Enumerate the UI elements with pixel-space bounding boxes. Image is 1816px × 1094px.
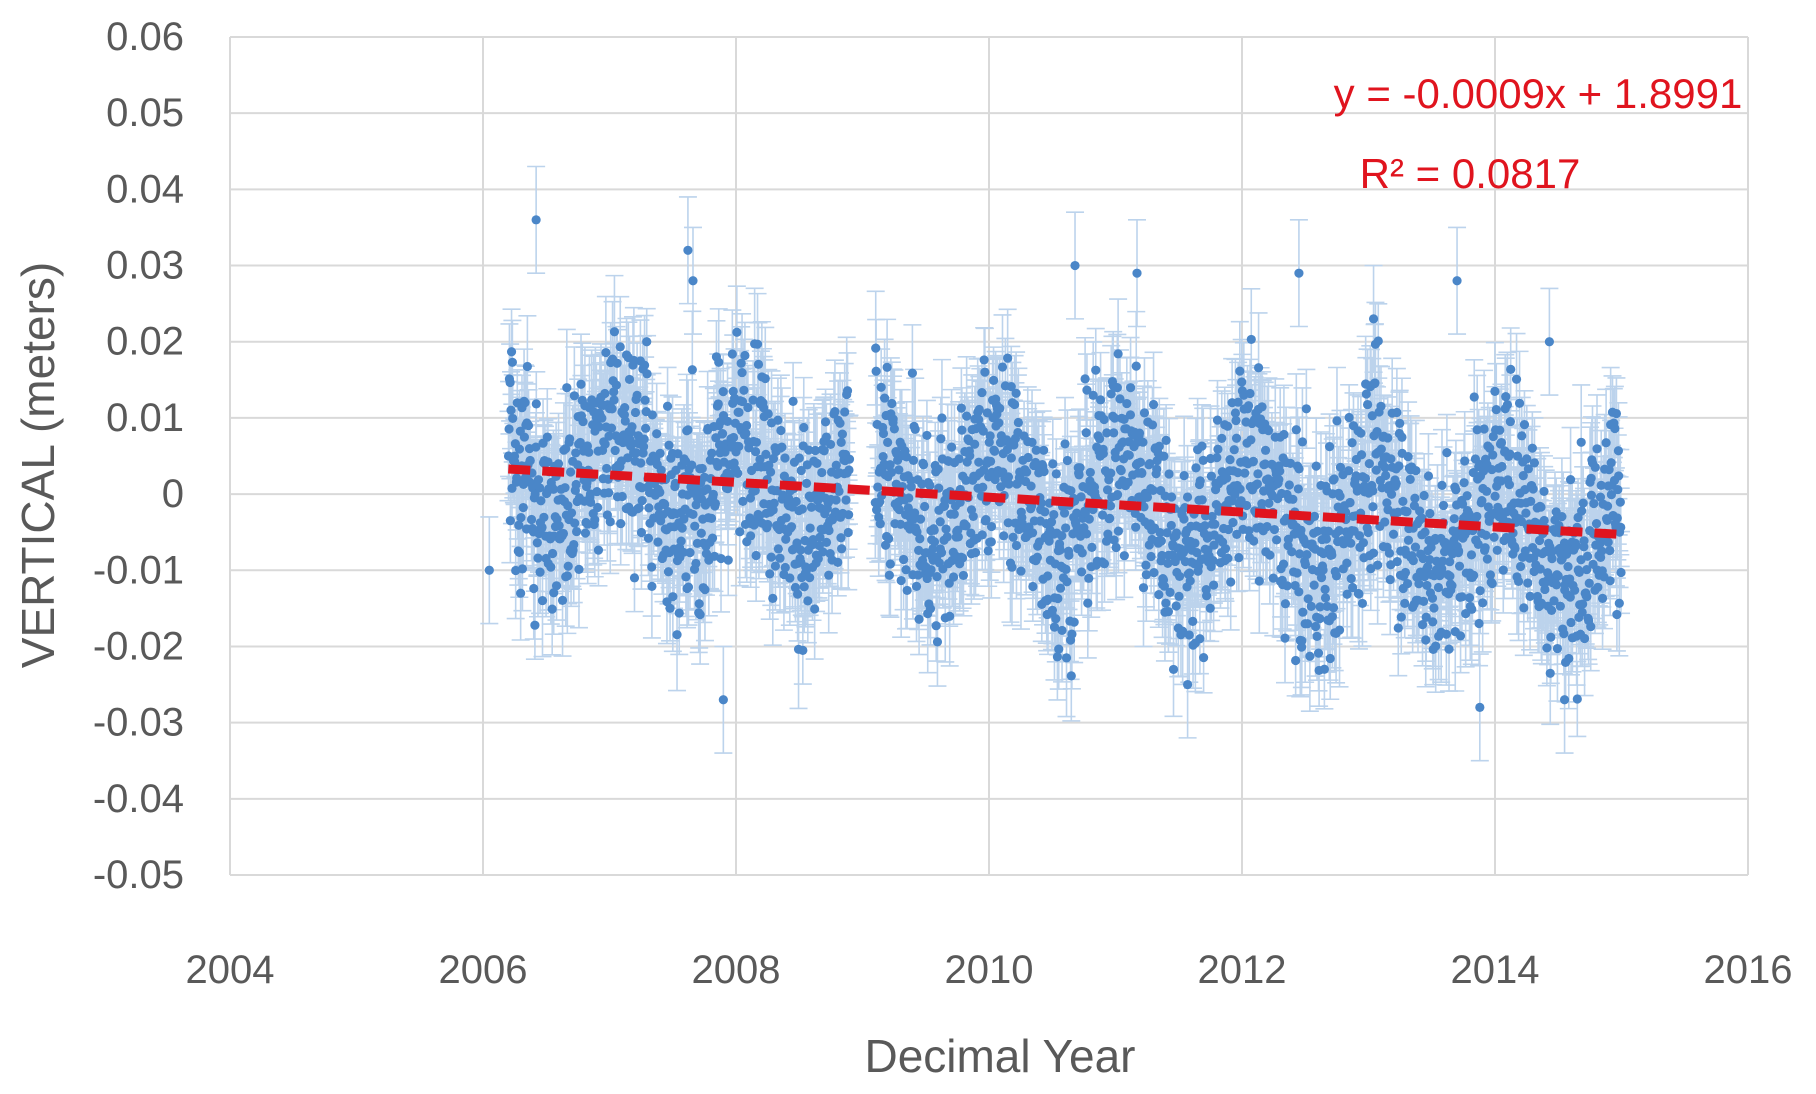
chart-svg: 0.060.050.040.030.020.010-0.01-0.02-0.03… xyxy=(12,15,1792,1082)
